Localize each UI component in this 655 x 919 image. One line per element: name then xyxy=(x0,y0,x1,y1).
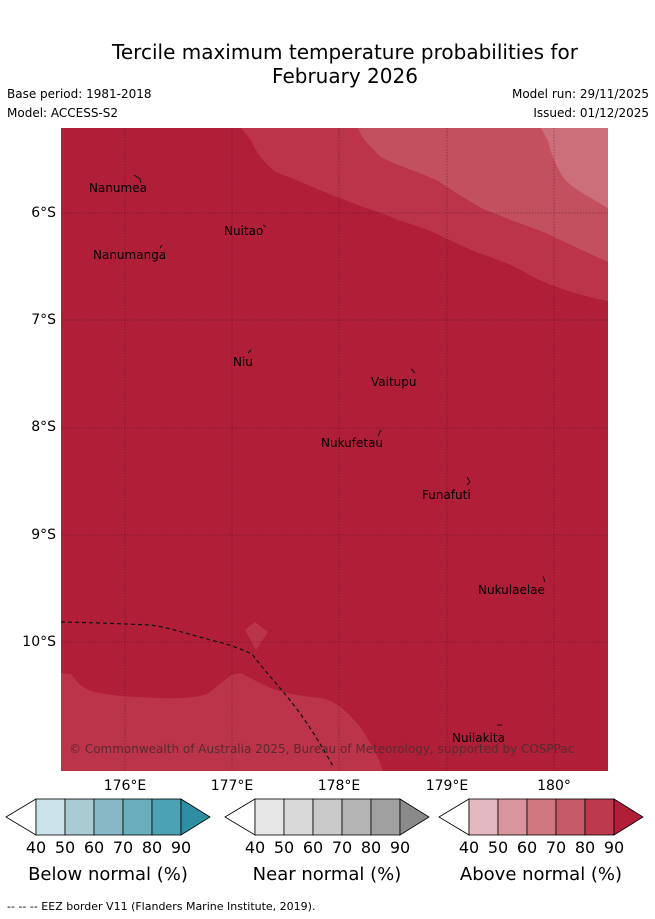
cbar-below-50 xyxy=(64,798,95,836)
island-shape-nanumea xyxy=(133,174,142,184)
island-shape-vaitupu xyxy=(410,368,416,374)
tick-above-40: 40 xyxy=(458,838,480,857)
prob-region-80-south xyxy=(61,673,383,771)
lat-label-9s: 9°S xyxy=(31,527,56,543)
graticule xyxy=(61,128,608,771)
tick-above-50: 50 xyxy=(487,838,509,857)
island-label-nukulaelae: Nukulaelae xyxy=(478,583,545,597)
tick-near-50: 50 xyxy=(273,838,295,857)
island-shapes xyxy=(133,174,546,726)
island-label-niu: Niu xyxy=(233,355,253,369)
cbar-near-60 xyxy=(312,798,343,836)
tick-below-70: 70 xyxy=(112,838,134,857)
cbar-above-60 xyxy=(526,798,557,836)
lat-label-10s: 10°S xyxy=(22,634,56,650)
cbar-below-80 xyxy=(151,798,182,836)
colorbar-below-normal xyxy=(5,798,211,836)
tick-near-90: 90 xyxy=(389,838,411,857)
island-label-nanumanga: Nanumanga xyxy=(93,248,167,262)
title-line-1: Tercile maximum temperature probabilitie… xyxy=(112,40,578,64)
map-title: Tercile maximum temperature probabilitie… xyxy=(0,40,655,88)
colorbar-near-normal xyxy=(224,798,430,836)
cbar-above-40 xyxy=(468,798,499,836)
lon-label-176e: 176°E xyxy=(103,778,147,794)
eez-footnote: -- -- -- EEZ border V11 (Flanders Marine… xyxy=(7,900,316,913)
cbar-below-60 xyxy=(93,798,124,836)
cbar-below-40 xyxy=(35,798,66,836)
base-period: Base period: 1981-2018 xyxy=(7,87,152,101)
lat-label-8s: 8°S xyxy=(31,419,56,435)
lon-label-180: 180° xyxy=(537,778,571,794)
copyright-notice: © Commonwealth of Australia 2025, Bureau… xyxy=(69,742,575,756)
tick-near-40: 40 xyxy=(244,838,266,857)
legend-label-above: Above normal (%) xyxy=(459,864,623,885)
cbar-near-min xyxy=(224,798,256,836)
tick-near-70: 70 xyxy=(331,838,353,857)
map-canvas xyxy=(61,128,608,771)
cbar-above-80 xyxy=(584,798,615,836)
cbar-near-70 xyxy=(341,798,372,836)
lat-label-7s: 7°S xyxy=(31,312,56,328)
tick-below-80: 80 xyxy=(141,838,163,857)
cbar-below-70 xyxy=(122,798,153,836)
probability-map[interactable] xyxy=(61,128,608,771)
island-label-nukufetau: Nukufetau xyxy=(321,436,384,450)
cbar-near-40 xyxy=(254,798,285,836)
tick-below-60: 60 xyxy=(83,838,105,857)
cbar-below-min xyxy=(5,798,37,836)
island-label-nanumea: Nanumea xyxy=(89,181,147,195)
cbar-above-90 xyxy=(613,798,644,836)
island-shape-nukufetau xyxy=(377,429,382,437)
island-shape-funafuti xyxy=(466,476,471,486)
tick-above-90: 90 xyxy=(603,838,625,857)
cbar-above-70 xyxy=(555,798,586,836)
model-name: Model: ACCESS-S2 xyxy=(7,106,119,120)
island-shape-nanumanga xyxy=(159,244,163,249)
tick-near-60: 60 xyxy=(302,838,324,857)
legend-label-below: Below normal (%) xyxy=(28,864,188,885)
lat-label-6s: 6°S xyxy=(31,205,56,221)
tick-near-80: 80 xyxy=(360,838,382,857)
tick-below-50: 50 xyxy=(54,838,76,857)
cbar-above-50 xyxy=(497,798,528,836)
cbar-near-90 xyxy=(399,798,430,836)
island-label-vaitupu: Vaitupu xyxy=(371,375,417,389)
lon-label-177e: 177°E xyxy=(210,778,254,794)
tick-above-60: 60 xyxy=(516,838,538,857)
prob-patch-80 xyxy=(245,622,268,650)
cbar-near-80 xyxy=(370,798,401,836)
tick-below-40: 40 xyxy=(25,838,47,857)
island-label-funafuti: Funafuti xyxy=(422,488,471,502)
island-shape-nuitao xyxy=(262,224,267,228)
colorbar-above-normal xyxy=(438,798,644,836)
island-label-nuilakita: Nuilakita xyxy=(452,731,505,745)
tick-above-80: 80 xyxy=(574,838,596,857)
cbar-near-50 xyxy=(283,798,314,836)
tick-above-70: 70 xyxy=(545,838,567,857)
prob-region-60 xyxy=(541,128,608,208)
tick-below-90: 90 xyxy=(170,838,192,857)
issued-date: Issued: 01/12/2025 xyxy=(533,106,649,120)
cbar-above-min xyxy=(438,798,470,836)
prob-region-70 xyxy=(358,128,608,262)
cbar-below-90 xyxy=(180,798,211,836)
island-shape-nukulaelae xyxy=(542,575,546,583)
model-run: Model run: 29/11/2025 xyxy=(511,87,649,101)
lon-label-179e: 179°E xyxy=(425,778,469,794)
island-shape-niu xyxy=(247,349,252,354)
lon-label-178e: 178°E xyxy=(317,778,361,794)
island-label-nuitao: Nuitao xyxy=(224,224,264,238)
title-line-2: February 2026 xyxy=(272,64,418,88)
legend-label-near: Near normal (%) xyxy=(252,864,402,885)
